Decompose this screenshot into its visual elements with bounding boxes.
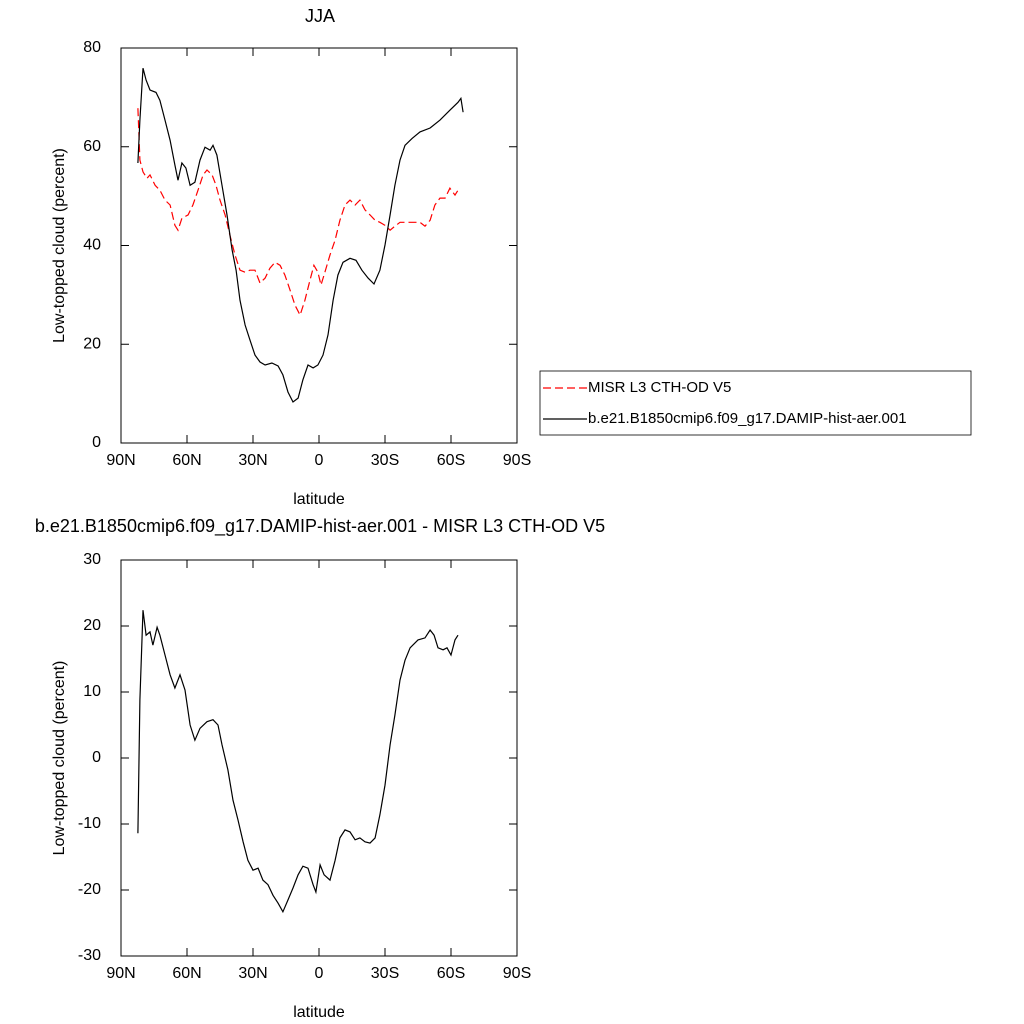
x-tick-label: 0 xyxy=(315,452,324,469)
y-tick-label: -30 xyxy=(78,947,101,964)
x-tick-label: 30N xyxy=(238,452,267,469)
y-tick-label: 20 xyxy=(83,617,101,634)
x-tick-label: 30S xyxy=(371,965,399,982)
x-tick-label: 0 xyxy=(315,965,324,982)
x-tick-label: 30N xyxy=(238,965,267,982)
y-tick-label: 20 xyxy=(83,335,101,352)
x-axis-label: latitude xyxy=(293,491,345,508)
x-tick-label: 60S xyxy=(437,452,465,469)
x-tick-label: 60N xyxy=(172,965,201,982)
y-tick-label: 60 xyxy=(83,138,101,155)
y-tick-label: 0 xyxy=(92,434,101,451)
x-tick-label: 60N xyxy=(172,452,201,469)
x-tick-label: 30S xyxy=(371,452,399,469)
y-axis-label: Low-topped cloud (percent) xyxy=(51,661,68,856)
data-line xyxy=(137,108,459,317)
x-axis-label: latitude xyxy=(293,1004,345,1021)
y-tick-label: -10 xyxy=(78,815,101,832)
y-tick-label: 10 xyxy=(83,683,101,700)
y-axis-label: Low-topped cloud (percent) xyxy=(51,148,68,343)
legend-box xyxy=(539,370,972,436)
legend-label: MISR L3 CTH-OD V5 xyxy=(588,379,731,396)
data-line xyxy=(137,68,464,403)
x-tick-label: 60S xyxy=(437,965,465,982)
chart-title: b.e21.B1850cmip6.f09_g17.DAMIP-hist-aer.… xyxy=(35,516,605,537)
plot-frame xyxy=(120,559,518,957)
x-tick-label: 90N xyxy=(106,965,135,982)
y-tick-label: 40 xyxy=(83,237,101,254)
y-tick-label: -20 xyxy=(78,881,101,898)
x-tick-label: 90N xyxy=(106,452,135,469)
chart-title: JJA xyxy=(305,6,335,26)
plot-frame xyxy=(120,47,518,444)
y-tick-label: 0 xyxy=(92,749,101,766)
data-line xyxy=(137,610,459,914)
legend-label: b.e21.B1850cmip6.f09_g17.DAMIP-hist-aer.… xyxy=(588,410,907,427)
x-tick-label: 90S xyxy=(503,965,531,982)
y-tick-label: 80 xyxy=(83,39,101,56)
y-tick-label: 30 xyxy=(83,551,101,568)
x-tick-label: 90S xyxy=(503,452,531,469)
